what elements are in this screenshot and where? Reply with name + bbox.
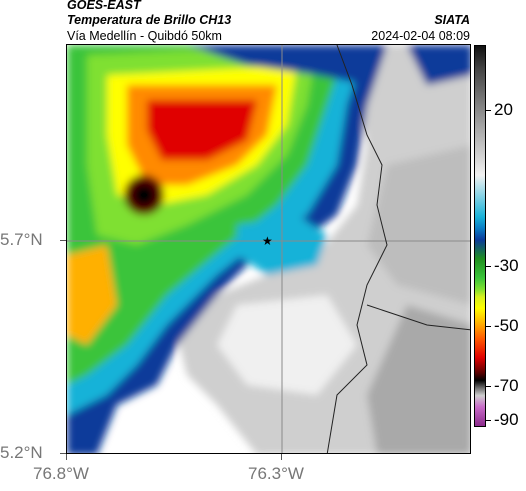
colorbar-tick-label: -30 (494, 256, 519, 275)
colorbar-tick-mark (486, 420, 491, 421)
colorbar-tick-label: -90 (494, 410, 519, 429)
satellite-map[interactable]: ★ (66, 44, 471, 454)
product-title: Temperatura de Brillo CH13 (67, 13, 232, 27)
colorbar-tick-label: 20 (494, 100, 513, 119)
lat-tick-label: 5.2°N (0, 443, 43, 462)
lat-tick-label: 5.7°N (0, 230, 43, 249)
route-label: Vía Medellín - Quibdó 50km (67, 29, 222, 43)
department-border-east (366, 304, 470, 331)
department-border-west (326, 45, 388, 453)
colorbar (474, 45, 486, 427)
colorbar-tick-mark (486, 386, 491, 387)
brightness-temperature-field: ★ (67, 45, 470, 453)
lon-tick-label: 76.8°W (33, 464, 89, 483)
lon-tick-label: 76.3°W (248, 464, 304, 483)
colorbar-tick-mark (486, 326, 491, 327)
star-marker[interactable]: ★ (262, 234, 273, 248)
lat-tick-mark (60, 453, 66, 454)
lat-tick-mark (60, 240, 66, 241)
lon-tick-mark (281, 454, 282, 460)
org-label: SIATA (434, 13, 470, 27)
colorbar-tick-mark (486, 110, 491, 111)
timestamp-label: 2024-02-04 08:09 (371, 29, 470, 43)
colorbar-tick-label: -50 (494, 316, 519, 335)
colorbar-tick-label: -70 (494, 376, 519, 395)
colorbar-tick-mark (486, 266, 491, 267)
satellite-title: GOES-EAST (67, 0, 141, 12)
lon-tick-mark (66, 454, 67, 460)
